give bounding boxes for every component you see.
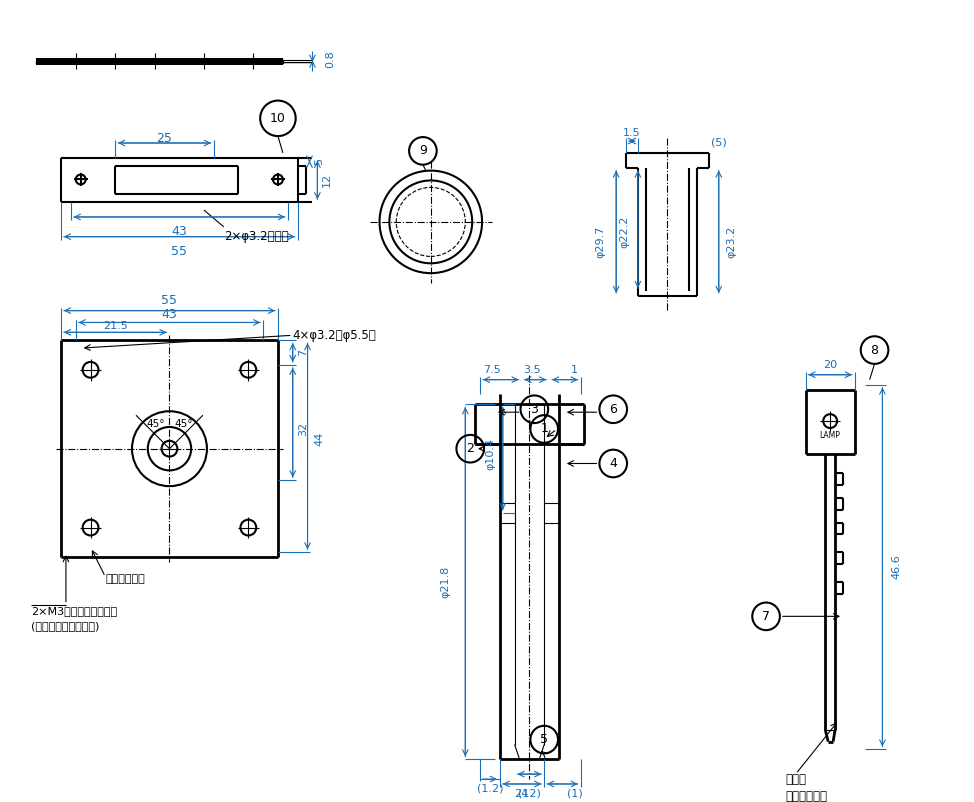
Text: 7: 7 (299, 349, 309, 355)
Text: φ10.4: φ10.4 (485, 438, 495, 470)
Text: 1: 1 (572, 365, 579, 375)
Text: 3: 3 (531, 403, 539, 415)
Text: 20: 20 (823, 360, 838, 370)
Text: φ21.8: φ21.8 (440, 565, 451, 598)
Text: 10: 10 (270, 111, 286, 125)
Text: 8: 8 (871, 343, 879, 357)
Text: φ23.2: φ23.2 (727, 225, 736, 257)
Text: (1.2): (1.2) (476, 784, 504, 794)
Text: 12: 12 (322, 172, 332, 187)
Text: 32: 32 (299, 422, 309, 436)
Text: 24: 24 (514, 789, 529, 799)
Bar (36, 58, 282, 65)
Text: 5: 5 (541, 733, 548, 746)
Text: 45°: 45° (146, 419, 165, 429)
Text: 3.5: 3.5 (524, 365, 542, 375)
Text: 25: 25 (157, 132, 172, 144)
Text: 2: 2 (467, 442, 474, 456)
Text: (12): (12) (518, 789, 541, 799)
Text: 46.6: 46.6 (891, 555, 901, 579)
Text: LAMP: LAMP (820, 431, 841, 440)
Text: 43: 43 (162, 308, 177, 321)
Text: 2×M3六角穴付皿ボルト: 2×M3六角穴付皿ボルト (31, 606, 118, 617)
Text: 1: 1 (541, 423, 548, 435)
Text: 裏面に: 裏面に (786, 772, 806, 785)
Text: φ22.2: φ22.2 (619, 216, 629, 248)
Text: 0.8: 0.8 (325, 51, 335, 68)
Text: キー番号刻印: キー番号刻印 (786, 790, 828, 802)
Text: 43: 43 (171, 225, 187, 238)
Text: 4: 4 (610, 457, 618, 470)
Text: φ29.7: φ29.7 (595, 225, 606, 257)
Text: 6: 6 (610, 403, 618, 415)
Text: 44: 44 (315, 431, 324, 446)
Text: 1.5: 1.5 (623, 128, 641, 138)
Text: 9: 9 (419, 144, 427, 157)
Text: (5): (5) (711, 138, 727, 148)
Text: 2×φ3.2穴、皿: 2×φ3.2穴、皿 (224, 230, 288, 243)
Bar (282, 60, 313, 62)
Text: 55: 55 (171, 245, 187, 258)
Text: 7.5: 7.5 (483, 365, 501, 375)
Text: 7: 7 (762, 610, 770, 623)
Text: キー番号刻印: キー番号刻印 (105, 574, 145, 584)
Text: (1): (1) (567, 789, 582, 799)
Text: 55: 55 (162, 294, 177, 307)
Text: (シリンダーベース用): (シリンダーベース用) (31, 622, 99, 631)
Text: 21.5: 21.5 (103, 322, 128, 331)
Text: 4×φ3.2穴φ5.5皿: 4×φ3.2穴φ5.5皿 (293, 329, 377, 342)
Text: 45°: 45° (174, 419, 193, 429)
Text: 5: 5 (315, 158, 324, 165)
